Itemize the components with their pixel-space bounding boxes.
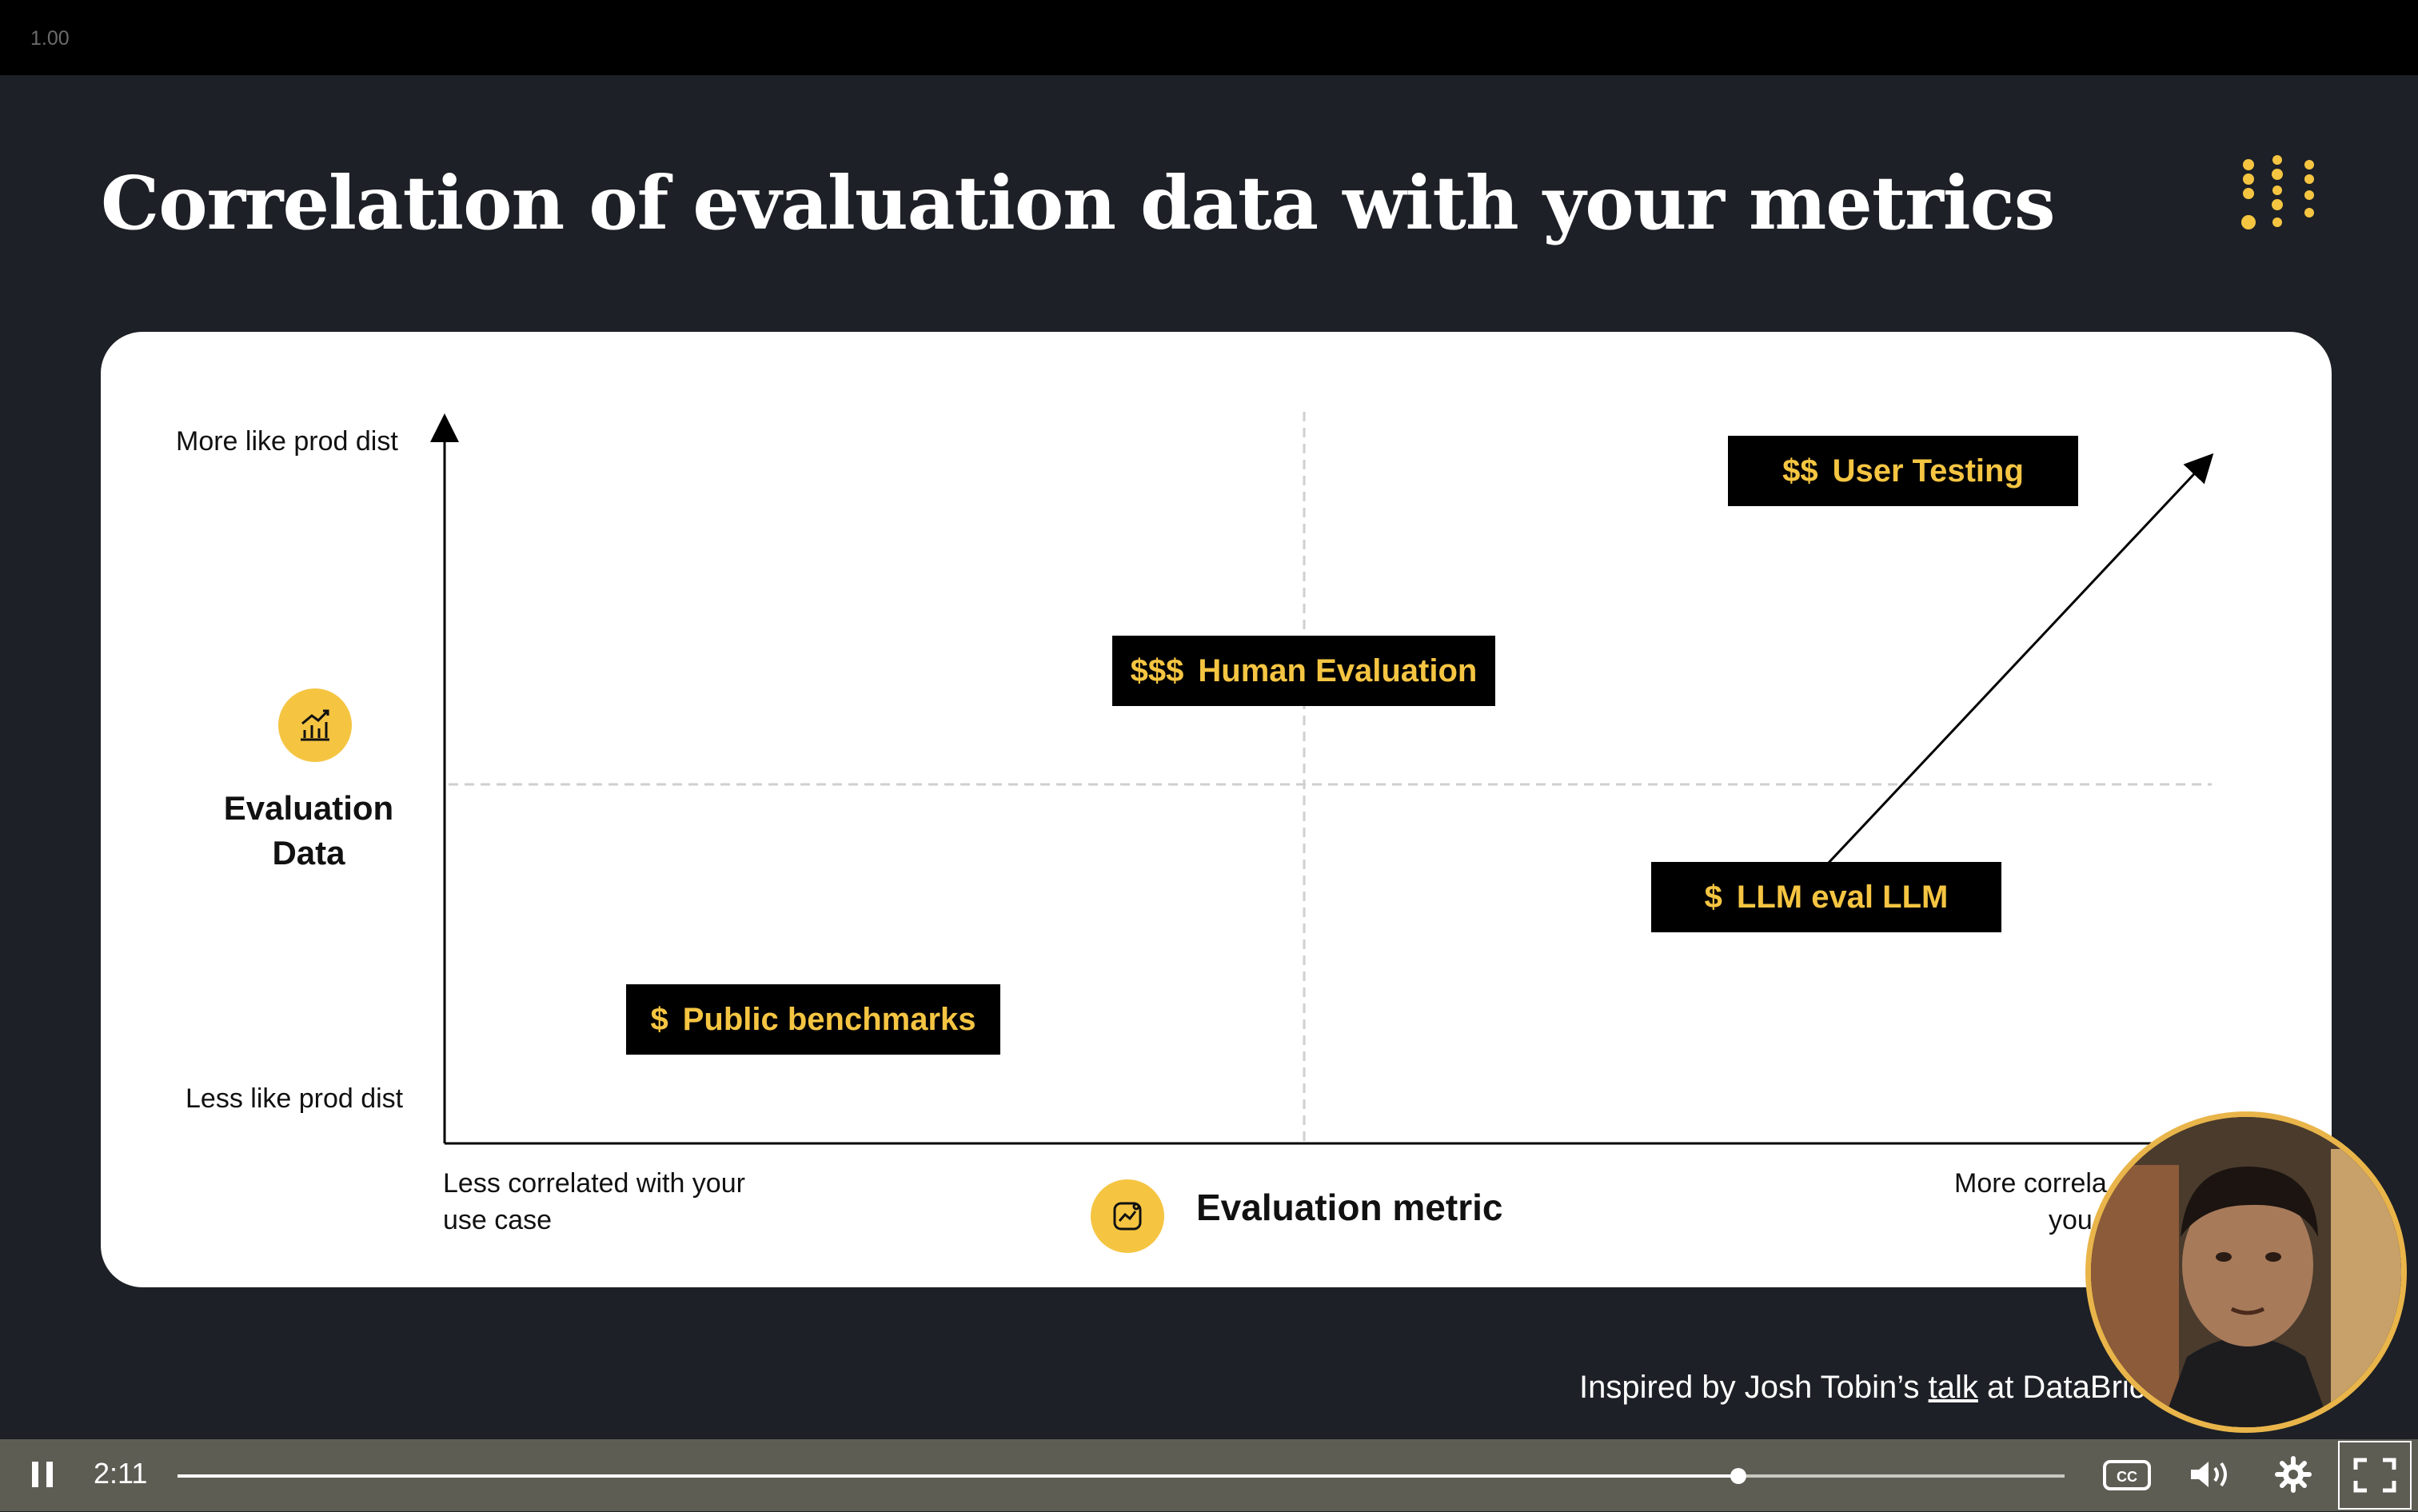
current-time: 2:11 <box>94 1457 148 1490</box>
fullscreen-icon <box>2353 1458 2396 1493</box>
settings-icon[interactable] <box>2269 1450 2317 1498</box>
attribution-prefix: Inspired by Josh Tobin’s <box>1579 1370 1920 1405</box>
trend-arrow <box>1826 453 2214 865</box>
tag-cost: $$$ <box>1130 652 1184 688</box>
tag-cost: $ <box>650 1001 668 1037</box>
x-axis-left-label-line2: use case <box>443 1205 553 1235</box>
quadrant-axes <box>430 412 2234 1145</box>
pause-icon[interactable] <box>27 1450 59 1498</box>
x-axis-right-label-line2: you <box>2049 1205 2093 1235</box>
slide-title: Correlation of evaluation data with your… <box>101 160 2056 246</box>
quadrant-card: More like prod dist Less like prod dist … <box>101 332 2332 1287</box>
progress-played <box>178 1474 1738 1478</box>
x-axis-left-label-line1: Less correlated with your <box>443 1168 745 1199</box>
x-axis-name: Evaluation metric <box>1196 1187 1503 1228</box>
tag-label: LLM eval LLM <box>1736 879 1949 915</box>
metric-icon <box>1091 1179 1164 1253</box>
y-axis-name: Evaluation Data <box>223 789 394 872</box>
svg-text:CC: CC <box>2117 1469 2137 1485</box>
tag-llm-eval-llm: $ LLM eval LLM <box>1651 862 2001 932</box>
tag-label: Human Evaluation <box>1198 652 1478 688</box>
tag-user-testing: $$ User Testing <box>1728 436 2078 506</box>
playback-speed[interactable]: 1.00 <box>30 27 70 50</box>
top-bar: 1.00 <box>0 0 2418 75</box>
player-controls: 2:11 CC <box>0 1439 2418 1511</box>
talk-link[interactable]: talk <box>1928 1370 1978 1405</box>
volume-icon[interactable] <box>2186 1450 2234 1498</box>
dot-grid-logo-icon <box>2241 155 2314 229</box>
attribution: Inspired by Josh Tobin’s talk at DataBri… <box>1579 1370 2145 1406</box>
tag-label: User Testing <box>1832 453 2024 489</box>
y-axis-bottom-label: Less like prod dist <box>186 1083 404 1114</box>
progress-bar[interactable] <box>178 1468 2065 1484</box>
tag-human-evaluation: $$$ Human Evaluation <box>1112 636 1495 706</box>
tag-label: Public benchmarks <box>682 1001 976 1037</box>
attribution-suffix: at DataBric <box>1986 1370 2145 1405</box>
tag-cost: $$ <box>1782 453 1818 489</box>
captions-icon[interactable]: CC <box>2101 1450 2153 1498</box>
fullscreen-button[interactable] <box>2338 1441 2412 1510</box>
chart-growth-icon <box>278 688 352 762</box>
progress-thumb[interactable] <box>1730 1468 1746 1484</box>
y-axis-top-label: More like prod dist <box>176 426 398 457</box>
tag-public-benchmarks: $ Public benchmarks <box>626 984 1000 1055</box>
presenter-webcam <box>2085 1111 2407 1433</box>
x-axis-right-label-line1: More correla <box>1954 1168 2107 1199</box>
tag-cost: $ <box>1704 879 1722 915</box>
